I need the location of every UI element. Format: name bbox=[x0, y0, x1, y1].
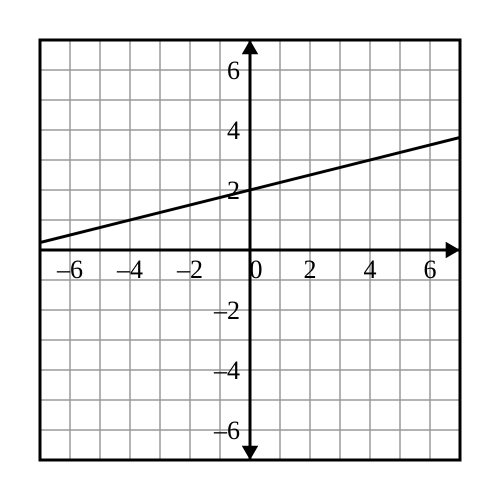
x-tick-label: –2 bbox=[176, 255, 203, 284]
x-tick-label: 0 bbox=[250, 255, 263, 284]
y-tick-label: 4 bbox=[227, 116, 240, 145]
y-tick-label: –6 bbox=[213, 416, 240, 445]
x-tick-label: 4 bbox=[364, 255, 377, 284]
y-tick-label: 2 bbox=[227, 176, 240, 205]
y-tick-label: –4 bbox=[213, 356, 240, 385]
x-tick-label: 6 bbox=[424, 255, 437, 284]
y-tick-label: –2 bbox=[213, 296, 240, 325]
x-tick-label: –4 bbox=[116, 255, 143, 284]
x-tick-label: –6 bbox=[56, 255, 83, 284]
x-tick-label: 2 bbox=[304, 255, 317, 284]
coordinate-plane: –6 –4 –2 0 2 4 6 –6 –4 –2 2 4 6 bbox=[0, 0, 500, 500]
y-tick-label: 6 bbox=[227, 56, 240, 85]
